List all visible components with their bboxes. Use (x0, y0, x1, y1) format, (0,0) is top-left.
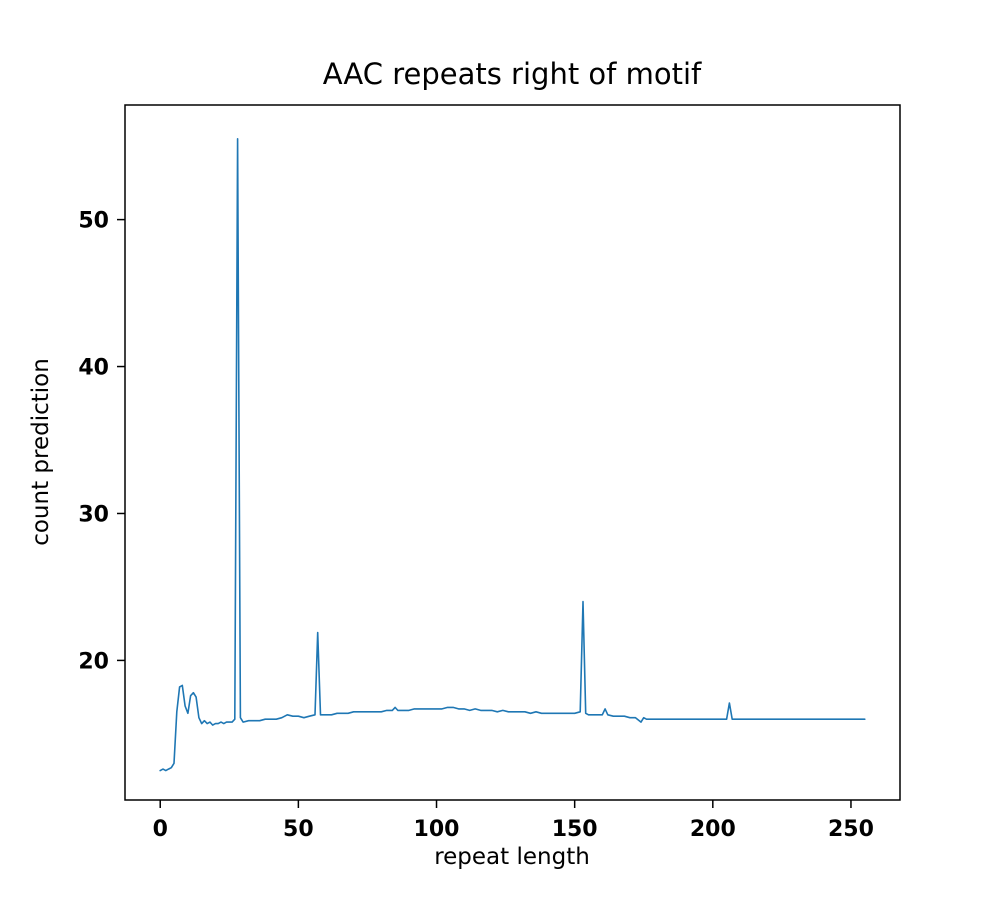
axis-ticks: 0 50 100 150 200 250 20 30 40 50 (78, 209, 874, 842)
x-tick-label: 50 (283, 817, 314, 842)
x-tick-label: 100 (414, 817, 460, 842)
series-line (159, 138, 866, 772)
plot-border (124, 104, 901, 801)
x-axis-label: repeat length (434, 844, 590, 870)
y-tick-label: 30 (78, 502, 109, 527)
x-tick-label: 150 (552, 817, 598, 842)
x-tick-label: 0 (153, 817, 168, 842)
chart-title: AAC repeats right of motif (323, 57, 702, 91)
y-tick-label: 20 (78, 649, 109, 674)
x-tick-label: 200 (690, 817, 736, 842)
y-axis-label: count prediction (28, 358, 54, 546)
y-tick-label: 50 (78, 209, 109, 234)
x-tick-label: 250 (828, 817, 874, 842)
y-tick-label: 40 (78, 356, 109, 381)
